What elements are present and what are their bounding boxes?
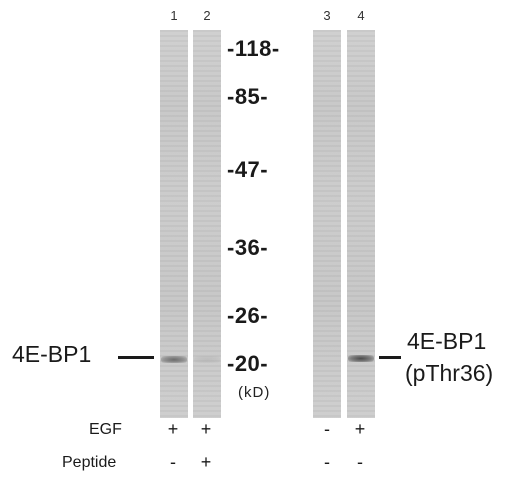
mw-marker-85: -85- (227, 84, 269, 109)
blot-lane-2 (193, 30, 221, 418)
left-band-pointer (118, 356, 154, 359)
condition-label-egf: EGF (89, 421, 122, 438)
egf-sign-lane-4: + (354, 419, 366, 439)
mw-unit-label: (kD) (238, 384, 271, 401)
mw-marker-20: -20- (227, 351, 269, 376)
egf-sign-lane-2: + (200, 419, 212, 439)
mw-marker-26: -26- (227, 303, 269, 328)
blot-lane-1 (160, 30, 188, 418)
right-protein-modification: (pThr36) (405, 360, 494, 386)
peptide-sign-lane-3: - (324, 452, 330, 472)
lane-number-1: 1 (170, 8, 178, 23)
protein-band (194, 356, 220, 363)
egf-sign-lane-3: - (324, 419, 330, 439)
right-protein-label: 4E-BP1 (407, 328, 487, 354)
peptide-sign-lane-2: + (200, 452, 212, 472)
egf-sign-lane-1: + (167, 419, 179, 439)
protein-band (348, 355, 374, 362)
lane-number-2: 2 (203, 8, 211, 23)
mw-marker-47: -47- (227, 157, 269, 182)
blot-lane-3 (313, 30, 341, 418)
right-band-pointer (379, 356, 401, 359)
lane-number-4: 4 (357, 8, 365, 23)
peptide-sign-lane-4: - (357, 452, 363, 472)
peptide-sign-lane-1: - (170, 452, 176, 472)
mw-marker-36: -36- (227, 235, 269, 260)
mw-marker-118: -118- (227, 36, 280, 61)
blot-lane-4 (347, 30, 375, 418)
protein-band (161, 356, 187, 363)
left-protein-label: 4E-BP1 (12, 341, 92, 367)
lane-number-3: 3 (323, 8, 331, 23)
condition-label-peptide: Peptide (62, 454, 117, 471)
